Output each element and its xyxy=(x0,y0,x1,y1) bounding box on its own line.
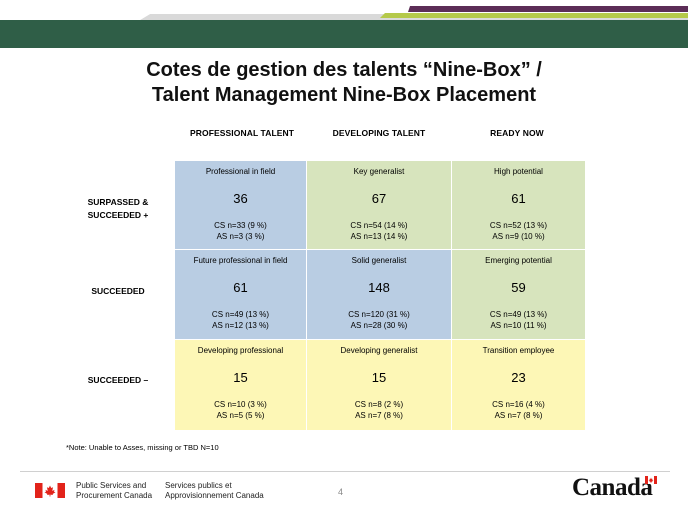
cell-as-count: AS n=5 (5 %) xyxy=(216,411,265,420)
cell-title: Future professional in field xyxy=(193,256,288,265)
cell-title: Solid generalist xyxy=(351,256,407,265)
row-header-succeeded-line-1: SUCCEEDED xyxy=(91,286,145,296)
cell-value: 15 xyxy=(371,370,387,385)
title-line-1: Cotes de gestion des talents “Nine-Box” … xyxy=(146,59,542,81)
cell-cs-count: CS n=120 (31 %) xyxy=(348,310,410,319)
cell-value: 61 xyxy=(233,280,248,295)
department-en-line-1: Public Services and xyxy=(76,481,147,490)
cell-title: Professional in field xyxy=(205,167,276,176)
cell-title: Developing generalist xyxy=(340,346,418,355)
cell-title: High potential xyxy=(494,167,543,176)
nine-box-cell: Developing professional 15 CS n=10 (3 %)… xyxy=(175,340,306,430)
cell-as-count: AS n=7 (8 %) xyxy=(494,411,543,420)
department-name-french: Services publics et Approvisionnement Ca… xyxy=(165,481,264,501)
cell-cs-count: CS n=16 (4 %) xyxy=(492,400,545,409)
row-header-succeeded: SUCCEEDED xyxy=(70,285,166,298)
wordmark-flag-icon xyxy=(645,476,657,484)
nine-box-cell: Future professional in field 61 CS n=49 … xyxy=(175,250,306,339)
cell-cs-count: CS n=54 (14 %) xyxy=(350,221,408,230)
cell-value: 67 xyxy=(371,191,387,206)
cell-value: 59 xyxy=(511,280,526,295)
column-header-ready-now: READY NOW xyxy=(490,128,544,138)
footnote: *Note: Unable to Asses, missing or TBD N… xyxy=(66,443,219,452)
cell-title: Key generalist xyxy=(353,167,405,176)
nine-box-cell: Key generalist 67 CS n=54 (14 %) AS n=13… xyxy=(307,161,451,249)
canada-flag-icon xyxy=(35,483,65,498)
cell-as-count: AS n=10 (11 %) xyxy=(490,321,547,330)
department-name-english: Public Services and Procurement Canada xyxy=(76,481,152,501)
cell-as-count: AS n=3 (3 %) xyxy=(216,232,265,241)
cell-cs-count: CS n=49 (13 %) xyxy=(489,310,548,319)
cell-value: 15 xyxy=(233,370,248,385)
department-en-line-2: Procurement Canada xyxy=(76,491,153,500)
row-header-succeeded-minus: SUCCEEDED – xyxy=(70,374,166,387)
column-header-developing: DEVELOPING TALENT xyxy=(332,128,426,138)
department-fr-line-1: Services publics et xyxy=(165,481,232,490)
cell-as-count: AS n=28 (30 %) xyxy=(350,321,408,330)
cell-title: Developing professional xyxy=(197,346,284,355)
page-title: Cotes de gestion des talents “Nine-Box” … xyxy=(0,58,688,108)
cell-title: Transition employee xyxy=(482,346,555,355)
cell-as-count: AS n=12 (13 %) xyxy=(212,321,269,330)
cell-cs-count: CS n=49 (13 %) xyxy=(211,310,270,319)
title-line-2: Talent Management Nine-Box Placement xyxy=(151,84,537,106)
page-number: 4 xyxy=(338,487,344,497)
row-header-surpassed-line-1: SURPASSED & xyxy=(87,197,149,207)
nine-box-cell: Professional in field 36 CS n=33 (9 %) A… xyxy=(175,161,306,249)
nine-box-cell: High potential 61 CS n=52 (13 %) AS n=9 … xyxy=(452,161,585,249)
cell-value: 61 xyxy=(511,191,526,206)
canada-wordmark-logo: Canada xyxy=(572,474,653,501)
department-fr-line-2: Approvisionnement Canada xyxy=(165,491,264,500)
cell-as-count: AS n=13 (14 %) xyxy=(350,232,408,241)
nine-box-cell: Transition employee 23 CS n=16 (4 %) AS … xyxy=(452,340,585,430)
cell-as-count: AS n=9 (10 %) xyxy=(492,232,545,241)
nine-box-cell: Solid generalist 148 CS n=120 (31 %) AS … xyxy=(307,250,451,339)
nine-box-grid: Professional in field 36 CS n=33 (9 %) A… xyxy=(175,161,585,430)
cell-cs-count: CS n=10 (3 %) xyxy=(214,400,267,409)
row-header-surpassed: SURPASSED & SUCCEEDED + xyxy=(70,196,166,222)
nine-box-cell: Emerging potential 59 CS n=49 (13 %) AS … xyxy=(452,250,585,339)
row-header-succeeded-minus-line-1: SUCCEEDED – xyxy=(87,375,149,385)
cell-cs-count: CS n=33 (9 %) xyxy=(214,221,267,230)
cell-value: 23 xyxy=(511,370,526,385)
row-header-surpassed-line-2: SUCCEEDED + xyxy=(87,210,149,220)
cell-cs-count: CS n=52 (13 %) xyxy=(489,221,548,230)
cell-title: Emerging potential xyxy=(485,256,552,265)
cell-value: 36 xyxy=(233,191,248,206)
footer-divider xyxy=(20,471,670,472)
header-banner xyxy=(0,6,688,48)
cell-cs-count: CS n=8 (2 %) xyxy=(354,400,404,409)
cell-value: 148 xyxy=(368,280,390,295)
nine-box-cell: Developing generalist 15 CS n=8 (2 %) AS… xyxy=(307,340,451,430)
column-header-professional: PROFESSIONAL TALENT xyxy=(189,128,295,138)
cell-as-count: AS n=7 (8 %) xyxy=(355,411,403,420)
